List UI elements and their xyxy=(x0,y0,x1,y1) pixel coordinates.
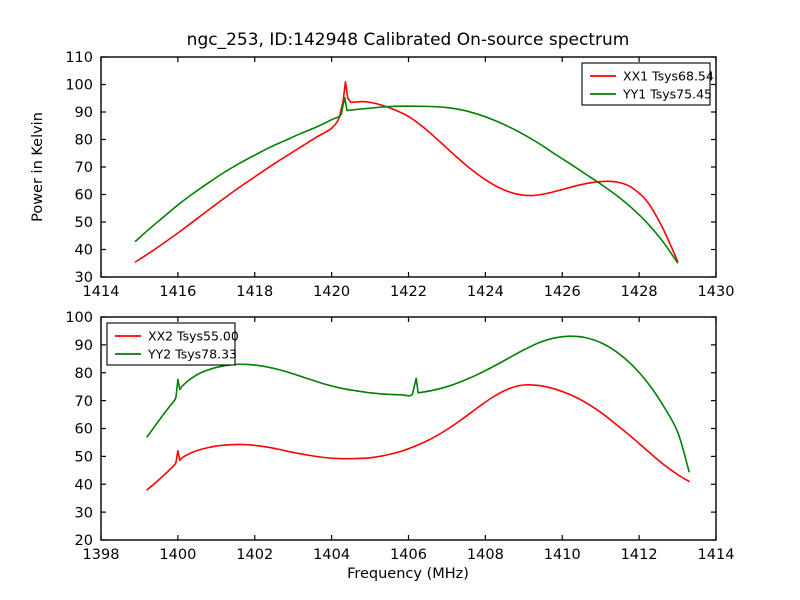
top-x-tick-label: 1418 xyxy=(236,284,273,300)
top-y-tick-label: 100 xyxy=(65,78,93,94)
bottom-legend-label-yy: YY2 Tsys78.33 xyxy=(147,347,237,362)
bottom-x-tick-label: 1414 xyxy=(698,547,735,563)
bottom-y-tick-label: 40 xyxy=(75,477,93,493)
bottom-y-tick-label: 60 xyxy=(75,422,93,438)
bottom-y-tick-label: 50 xyxy=(75,450,93,466)
bottom-x-tick-label: 1412 xyxy=(621,547,658,563)
bottom-legend-label-xx: XX2 Tsys55.00 xyxy=(148,329,239,344)
bottom-series-xx xyxy=(146,383,690,491)
top-x-tick-label: 1422 xyxy=(390,284,427,300)
top-x-tick-label: 1424 xyxy=(467,284,504,300)
top-x-tick-label: 1420 xyxy=(313,284,350,300)
top-x-tick-label: 1430 xyxy=(698,284,735,300)
bottom-x-tick-label: 1408 xyxy=(467,547,504,563)
top-panel: 1414 1416 1418 1420 1422 1424 1426 1428 1430 30 40… xyxy=(65,50,734,300)
top-x-tick-label: 1416 xyxy=(159,284,196,300)
top-x-tick-label: 1414 xyxy=(83,284,120,300)
page-title: ngc_253, ID:142948 Calibrated On-source … xyxy=(187,30,630,50)
top-legend xyxy=(581,62,711,106)
top-y-tick-label: 60 xyxy=(75,188,93,204)
bottom-y-tick-label: 70 xyxy=(75,394,93,410)
bottom-y-tick-label: 20 xyxy=(75,533,93,549)
top-x-tick-label: 1428 xyxy=(621,284,658,300)
top-y-tick-label: 50 xyxy=(75,215,93,231)
bottom-x-tick-label: 1398 xyxy=(83,547,120,563)
top-series-yy xyxy=(134,96,679,264)
x-axis-label: Frequency (MHz) xyxy=(347,566,469,582)
bottom-x-tick-label: 1402 xyxy=(236,547,273,563)
bottom-x-tick-label: 1400 xyxy=(159,547,196,563)
bottom-panel: 1398 1400 1402 1404 1406 1408 1410 1412 1414 20 30… xyxy=(65,310,734,563)
bottom-y-tick-label: 100 xyxy=(65,310,93,326)
top-y-tick-label: 70 xyxy=(75,160,93,176)
top-series-xx xyxy=(134,80,679,263)
top-legend-label-yy: YY1 Tsys75.45 xyxy=(622,87,712,102)
top-y-tick-label: 90 xyxy=(75,105,93,121)
top-y-tick-label: 110 xyxy=(65,50,93,66)
top-y-tick-label: 80 xyxy=(75,133,93,149)
bottom-y-tick-label: 30 xyxy=(75,505,93,521)
bottom-y-tick-label: 80 xyxy=(75,366,93,382)
y-axis-label: Power in Kelvin xyxy=(30,112,46,222)
bottom-y-tick-label: 90 xyxy=(75,338,93,354)
bottom-x-tick-label: 1404 xyxy=(313,547,350,563)
bottom-legend xyxy=(106,322,236,366)
top-y-tick-label: 30 xyxy=(75,270,93,286)
bottom-series-yy xyxy=(146,335,690,473)
top-y-tick-label: 40 xyxy=(75,243,93,259)
bottom-x-tick-label: 1410 xyxy=(544,547,581,563)
top-x-tick-label: 1426 xyxy=(544,284,581,300)
top-legend-label-xx: XX1 Tsys68.54 xyxy=(623,69,714,84)
bottom-x-tick-label: 1406 xyxy=(390,547,427,563)
